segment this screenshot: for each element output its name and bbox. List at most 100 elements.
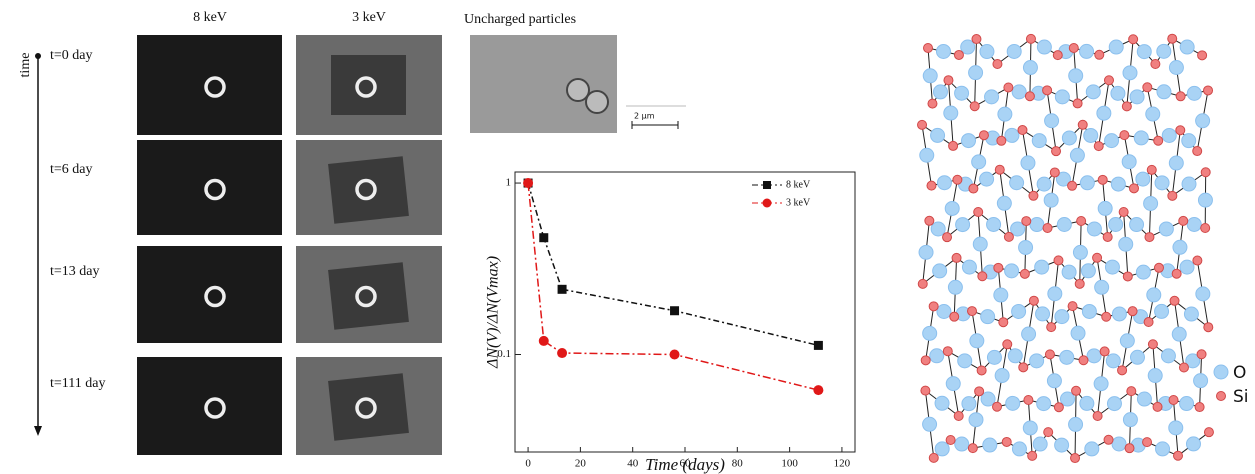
silicon-atom (1144, 232, 1155, 243)
oxygen-atom (1121, 154, 1137, 170)
oxygen-atom (1118, 236, 1134, 252)
silicon-atom (1142, 82, 1153, 93)
oxygen-atom (1018, 239, 1034, 255)
oxygen-atom (1156, 84, 1172, 100)
silicon-atom (1068, 42, 1079, 53)
particle (355, 285, 377, 308)
silicon-atom (1178, 362, 1189, 373)
silicon-atom (1152, 401, 1163, 412)
oxygen-atom (1086, 221, 1102, 237)
oxygen-atom (1195, 286, 1211, 302)
silicon-atom (976, 365, 987, 376)
oxygen-atom (1061, 130, 1077, 146)
oxygen-atom (1122, 65, 1138, 81)
silicon-atom (994, 164, 1005, 175)
legend-text: Si (1233, 387, 1249, 407)
oxygen-atom (934, 395, 950, 411)
silicon-atom (967, 306, 978, 317)
oxygen-atom (1145, 106, 1161, 122)
oxygen-atom (1160, 348, 1176, 364)
silicon-atom (974, 386, 985, 397)
silicon-atom (943, 75, 954, 86)
silicon-atom (928, 452, 939, 463)
silicon-atom (1071, 385, 1082, 396)
silicon-atom (1028, 190, 1039, 201)
silicon-atom (1127, 306, 1138, 317)
silicon-atom (948, 140, 959, 151)
oxygen-atom (961, 133, 977, 149)
oxygen-atom (936, 175, 952, 191)
oxygen-atom (1135, 171, 1151, 187)
oxygen-atom (1079, 175, 1095, 191)
x-tick-label: 80 (732, 458, 744, 470)
oxygen-atom (919, 147, 935, 163)
plot-frame (514, 171, 856, 453)
silicon-atom (1018, 362, 1029, 373)
silicon-atom (1042, 223, 1053, 234)
silicon-atom (1173, 450, 1184, 461)
oxygen-atom (922, 416, 938, 432)
silicon-atom (1052, 50, 1063, 61)
oxygen-atom (935, 43, 951, 59)
particle (355, 76, 377, 98)
silicon-atom (1203, 427, 1214, 438)
oxygen-atom (1158, 221, 1174, 237)
oxygen-atom (947, 279, 963, 295)
charged-region (328, 156, 409, 224)
oxygen-atom (955, 217, 971, 233)
oxygen-atom (1186, 216, 1202, 232)
charged-region (328, 373, 409, 441)
oxygen-atom (1022, 420, 1038, 436)
oxygen-atom (1004, 127, 1020, 143)
x-tick-label: 100 (781, 458, 798, 470)
oxygen-atom (1197, 192, 1213, 208)
oxygen-atom (1106, 396, 1122, 412)
oxygen-atom (1154, 303, 1170, 319)
micrographs (137, 35, 617, 455)
silicon-atom (1067, 180, 1078, 191)
column-header: Uncharged particles (464, 12, 576, 27)
oxygen-atom (929, 348, 945, 364)
oxygen-atom (957, 353, 973, 369)
oxygen-atom (986, 216, 1002, 232)
oxygen-atom (994, 368, 1010, 384)
silicon-atom (1094, 49, 1105, 60)
oxygen-atom (1108, 39, 1124, 55)
oxygen-atom (1181, 133, 1197, 149)
silicon-atom (1024, 91, 1035, 102)
silicon-atom (1002, 339, 1013, 350)
oxygen-atom (1054, 309, 1070, 325)
oxygen-atom (922, 325, 938, 341)
silicon-atom (1070, 453, 1081, 464)
x-tick-label: 40 (627, 458, 639, 470)
oxygen-atom (969, 333, 985, 349)
silicon-atom (996, 135, 1007, 146)
column-header: 8 keV (193, 10, 227, 25)
oxygen-atom (1154, 175, 1170, 191)
silicon-atom (945, 434, 956, 445)
silicon-atom (1074, 278, 1085, 289)
silicon-atom (923, 43, 933, 53)
legend-text: O (1233, 363, 1246, 383)
oxygen-atom (1034, 259, 1050, 275)
oxygen-atom (1108, 216, 1124, 232)
legend-marker (762, 198, 772, 208)
oxygen-atom (1119, 333, 1135, 349)
silicon-atom (1001, 436, 1012, 447)
silicon-atom (1051, 146, 1062, 157)
silicon-atom (1078, 355, 1089, 366)
silicon-atom (927, 98, 938, 109)
oxygen-atom (960, 39, 976, 55)
silicon-atom (920, 355, 931, 366)
oxygen-atom (1129, 349, 1145, 365)
oxygen-atom (1168, 155, 1184, 171)
oxygen-atom (997, 106, 1013, 122)
oxygen-atom (1136, 44, 1152, 60)
particle (566, 78, 590, 102)
x-axis-label: Time (days) (645, 455, 725, 474)
micrograph (137, 357, 282, 455)
oxygen-atom (1011, 84, 1027, 100)
silicon-atom (969, 101, 980, 112)
oxygen-atom (1185, 436, 1201, 452)
x-tick-label: 0 (525, 458, 531, 470)
